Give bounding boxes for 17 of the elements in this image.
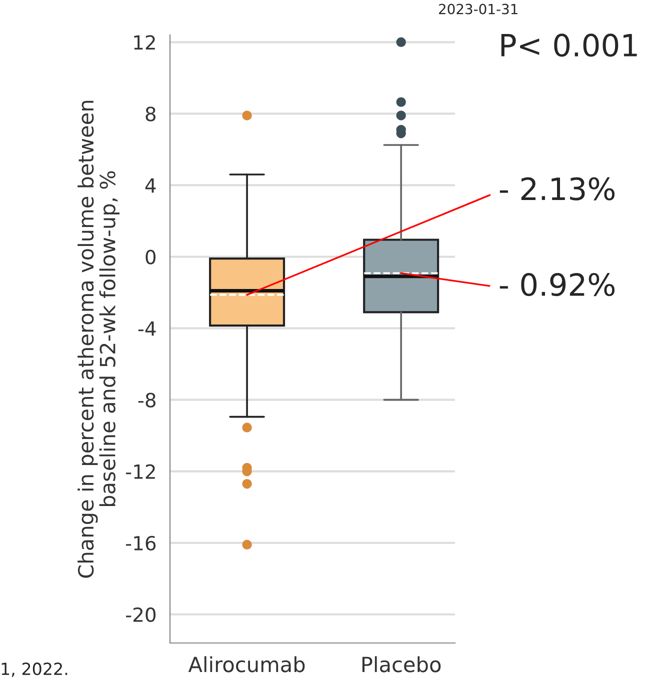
y-tick-label: -16 [126, 536, 156, 551]
y-tick-label: 8 [146, 106, 156, 122]
y-tick-label: -20 [126, 607, 156, 622]
text: 1, 2022. [2, 662, 68, 677]
x-tick-label: Alirocumab [188, 656, 305, 672]
x-tick-label: Placebo [362, 656, 441, 672]
y-tick-label: -8 [138, 392, 156, 408]
y-axis-title: Change in percent atheroma volume between baseline and 52-wk follow-up, % [78, 100, 120, 578]
y-tick-label: -4 [138, 321, 156, 336]
y-tick-label: 12 [134, 35, 155, 50]
y-tick-label: -12 [126, 464, 155, 479]
y-tick-label: 4 [145, 178, 156, 193]
annotation: - 0.92% [500, 273, 615, 296]
annotation: - 2.13% [500, 177, 615, 200]
y-tick-label: 0 [146, 250, 156, 264]
text: 2023-01-31 [438, 4, 518, 14]
text: P< 0.001 [501, 34, 637, 57]
